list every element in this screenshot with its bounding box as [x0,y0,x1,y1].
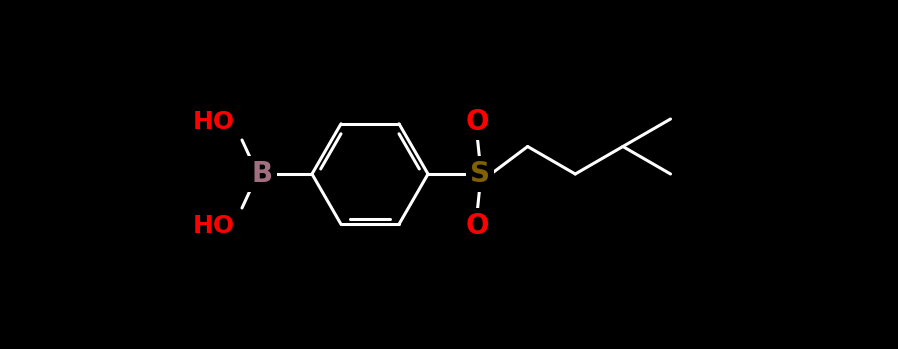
Text: O: O [465,212,489,240]
Text: HO: HO [193,110,235,134]
Text: O: O [465,108,489,136]
Text: B: B [251,160,273,188]
Text: S: S [470,160,490,188]
Text: HO: HO [193,214,235,238]
